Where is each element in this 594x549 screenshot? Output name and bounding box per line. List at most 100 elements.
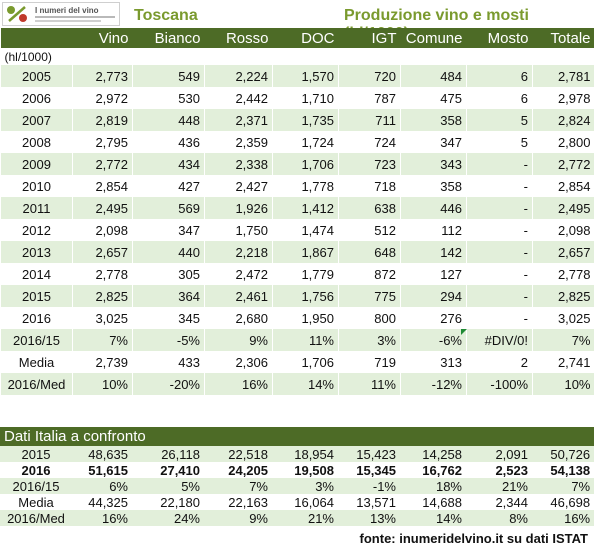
table-cell: 436: [132, 131, 205, 153]
row-label: 2014: [0, 263, 73, 285]
table-cell: 2,800: [532, 131, 594, 153]
row-label: 2016/15: [0, 478, 72, 494]
unit-row: (hl/1000): [0, 48, 594, 65]
table-cell: 2,741: [532, 351, 594, 373]
table-cell: 364: [132, 285, 205, 307]
table-cell: 16%: [72, 510, 132, 526]
table-cell: 14%: [272, 373, 339, 395]
table-cell: -: [466, 285, 533, 307]
table-cell: 46,698: [532, 494, 594, 510]
row-label: 2016/15: [0, 329, 73, 351]
table-cell: 16%: [204, 373, 273, 395]
table-cell: 1,950: [272, 307, 339, 329]
table-cell: 347: [132, 219, 205, 241]
table-cell: 1,867: [272, 241, 339, 263]
table-cell: -1%: [338, 478, 400, 494]
table-cell: 448: [132, 109, 205, 131]
table-cell: 1,706: [272, 153, 339, 175]
table-cell: 1,779: [272, 263, 339, 285]
table-cell: -: [466, 153, 533, 175]
table-cell: 51,615: [72, 462, 132, 478]
table-cell: 569: [132, 197, 205, 219]
table-cell: 2,657: [532, 241, 594, 263]
table-cell: 313: [400, 351, 467, 373]
table-cell: 1,706: [272, 351, 339, 373]
logo-text: I numeri del vino: [35, 6, 99, 15]
table-row: 2012 2,098 347 1,750 1,474 512 112-2,098: [0, 219, 594, 241]
table-cell: 16,762: [400, 462, 466, 478]
table-cell: 427: [132, 175, 205, 197]
table-cell: 720: [338, 65, 401, 87]
table-cell: 2,495: [72, 197, 133, 219]
table-cell: 10%: [72, 373, 133, 395]
table-cell: 2,338: [204, 153, 273, 175]
table-cell: 2,795: [72, 131, 133, 153]
table-cell: 11%: [272, 329, 339, 351]
table-cell: 787: [338, 87, 401, 109]
table-cell: 2,772: [532, 153, 594, 175]
row-label: 2006: [0, 87, 73, 109]
table-cell: 16,064: [272, 494, 338, 510]
table-cell: 112: [400, 219, 467, 241]
table-cell: 2,825: [532, 285, 594, 307]
table-row: 2006 2,972 530 2,442 1,710 787 475 6 2,978: [0, 87, 594, 109]
table-row: 2008 2,795 436 2,359 1,724 724 347 5 2,800: [0, 131, 594, 153]
logo-tagline-line-2: [35, 20, 101, 22]
table-cell: 1,570: [272, 65, 339, 87]
table-cell: 18%: [400, 478, 466, 494]
table-cell: 358: [400, 175, 467, 197]
table-cell: 3,025: [72, 307, 133, 329]
table-cell: 475: [400, 87, 467, 109]
table-cell: 3%: [338, 329, 401, 351]
table-cell: 872: [338, 263, 401, 285]
table-cell: 433: [132, 351, 205, 373]
column-header-vino: Vino: [72, 28, 133, 48]
table-cell: 21%: [272, 510, 338, 526]
table-cell: 9%: [204, 510, 272, 526]
italy-row: 2016/15 6% 5% 7% 3% -1% 18% 21% 7%: [0, 478, 594, 494]
table-cell: 1,756: [272, 285, 339, 307]
row-label: Media: [0, 351, 73, 373]
table-cell: 1,778: [272, 175, 339, 197]
table-cell: 7%: [532, 329, 594, 351]
table-cell: 142: [400, 241, 467, 263]
table-cell: 24%: [132, 510, 204, 526]
table-cell: 22,163: [204, 494, 272, 510]
column-header-bianco: Bianco: [132, 28, 205, 48]
table-cell: 2,778: [532, 263, 594, 285]
table-cell: 5: [466, 109, 533, 131]
table-row: 2016/Med 10% -20% 16% 14% 11% -12% -100% 10%: [0, 373, 594, 395]
table-cell: 718: [338, 175, 401, 197]
table-cell: -: [466, 263, 533, 285]
table-row: 2009 2,772 434 2,338 1,706 723 343-2,772: [0, 153, 594, 175]
table-cell: 2,680: [204, 307, 273, 329]
table-cell: 2,098: [72, 219, 133, 241]
table-cell: 512: [338, 219, 401, 241]
table-cell: 724: [338, 131, 401, 153]
table-cell: 19,508: [272, 462, 338, 478]
table-cell: 7%: [204, 478, 272, 494]
table-cell: 343: [400, 153, 467, 175]
column-header-row: Vino Bianco Rosso DOC IGT Comune Mosto Totale: [0, 28, 594, 48]
table-cell: 648: [338, 241, 401, 263]
table-cell: 358: [400, 109, 467, 131]
table-cell: 1,724: [272, 131, 339, 153]
row-label: 2009: [0, 153, 73, 175]
table-cell: 48,635: [72, 446, 132, 462]
row-label: 2005: [0, 65, 73, 87]
title-bar: I numeri del vino Toscana Produzione vin…: [0, 0, 594, 42]
table-cell: 2,972: [72, 87, 133, 109]
header-blank: [0, 28, 73, 48]
row-label: 2016/Med: [0, 510, 72, 526]
table-cell: 7%: [72, 329, 133, 351]
table-cell: 2,978: [532, 87, 594, 109]
table-cell: -20%: [132, 373, 205, 395]
table-row: 2005 2,773 549 2,224 1,570 720 484 6 2,781: [0, 65, 594, 87]
row-label: 2016/Med: [0, 373, 73, 395]
table-cell: 1,412: [272, 197, 339, 219]
italy-row: Media 44,325 22,180 22,163 16,064 13,571 14,68…: [0, 494, 594, 510]
table-cell: 2,854: [72, 175, 133, 197]
table-cell: 3,025: [532, 307, 594, 329]
table-cell: 276: [400, 307, 467, 329]
italy-section-title: Dati Italia a confronto: [0, 427, 594, 446]
